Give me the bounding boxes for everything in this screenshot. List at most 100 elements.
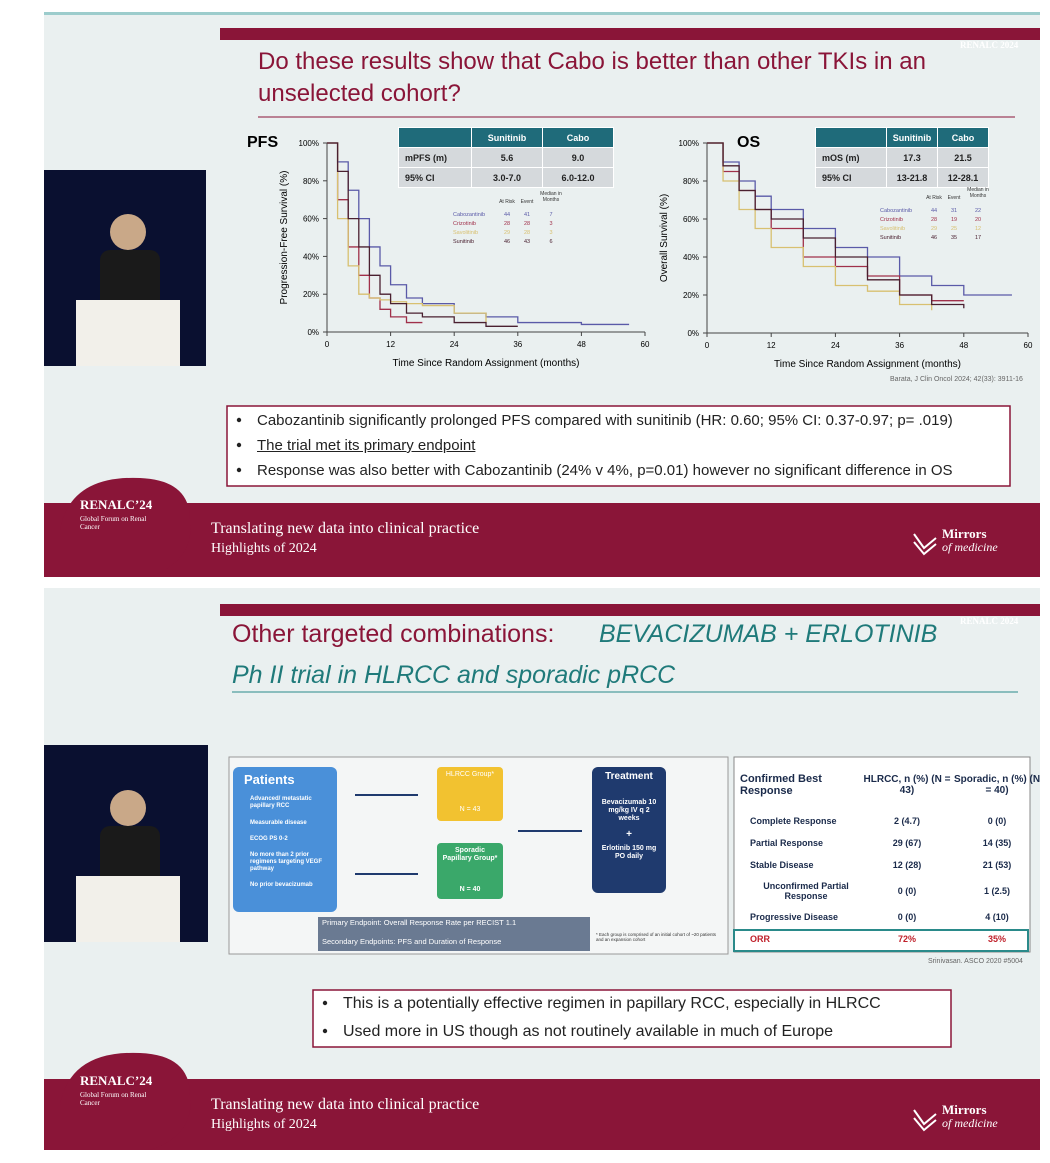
x-tick-label: 0 [325, 340, 330, 349]
risk-cell: 31 [950, 208, 958, 214]
footer-line: Translating new data into clinical pract… [211, 1096, 480, 1113]
legend-entry: Sunitinib [880, 235, 902, 241]
cell: 5.6 [471, 147, 543, 168]
cell: 21 (53) [982, 860, 1012, 870]
cell: Sporadic, n (%) (N = 40) [953, 774, 1041, 796]
cell: 21.5 [937, 147, 989, 168]
y-tick-label: 80% [303, 177, 319, 186]
cell: 29 (67) [892, 838, 922, 848]
risk-header: Event [947, 195, 961, 201]
cell: 9.0 [542, 147, 614, 168]
bullet-box [312, 989, 952, 1048]
subtitle: Ph II trial in HLRCC and sporadic pRCC [232, 661, 676, 689]
risk-header: At Risk [926, 195, 942, 201]
cell: 0 (0) [987, 816, 1007, 826]
cell: 14 (35) [982, 838, 1012, 848]
brand: RENALC’24 [80, 1073, 153, 1088]
footer-line: Highlights of 2024 [211, 1117, 317, 1132]
bullet-dot [322, 1028, 328, 1034]
group-n: N = 40 [459, 886, 481, 893]
forum: Global Forum on Renal Cancer [80, 515, 147, 532]
y-tick-label: 100% [679, 139, 699, 148]
risk-cell: 41 [523, 212, 531, 218]
logo: of medicine [942, 540, 998, 554]
y-tick-label: 0% [687, 329, 699, 338]
group-n: N = 43 [459, 806, 481, 813]
cell: Confirmed Best Response [740, 773, 822, 797]
risk-cell: 7 [549, 212, 553, 218]
x-tick-label: 24 [831, 341, 840, 350]
x-tick-label: 48 [577, 340, 586, 349]
criterion: No prior bevacizumab [250, 882, 313, 888]
km-curve [327, 142, 518, 327]
y-tick-label: 100% [299, 139, 319, 148]
stats-table: Sunitinib Cabo mPFS (m) 5.6 9.0 95% CI 3.0-7.0… [398, 127, 614, 188]
risk-cell: 46 [503, 239, 511, 245]
km-curve [327, 142, 423, 324]
footer-line: Translating new data into clinical pract… [211, 520, 480, 537]
badge: RENALC 2024 [960, 616, 1019, 626]
stats-table: Sunitinib Cabo mOS (m) 17.3 21.5 95% CI 13-21.… [815, 127, 989, 188]
forum: Global Forum on Renal Cancer [80, 1091, 147, 1108]
bullet-dot [236, 467, 242, 473]
citation: Srinivasan. ASCO 2020 #5004 [928, 958, 1023, 965]
km-curve [327, 142, 487, 323]
bullet: Used more in US though as not routinely … [343, 1023, 834, 1040]
x-axis-label: Time Since Random Assignment (months) [393, 358, 580, 369]
risk-cell: 3 [549, 230, 553, 236]
cell: 35% [987, 934, 1006, 944]
legend-entry: Cabozantinib [453, 212, 486, 218]
x-tick-label: 24 [450, 340, 459, 349]
cell: mPFS (m) [398, 147, 472, 168]
group: HLRCC Group* [445, 771, 495, 778]
cell: 4 (10) [985, 912, 1009, 922]
risk-cell: 44 [930, 208, 938, 214]
cell: 1 (2.5) [983, 886, 1010, 896]
y-tick-label: 0% [307, 328, 319, 337]
legend-entry: Savolitinib [880, 226, 906, 232]
cell: 12-28.1 [937, 167, 989, 188]
risk-cell: 46 [930, 235, 938, 241]
cell: ORR [750, 934, 770, 944]
y-tick-label: 40% [683, 253, 699, 262]
bullet-dot [322, 1000, 328, 1006]
plus: + [626, 829, 632, 840]
criterion: Measurable disease [250, 820, 307, 826]
logo-icon [913, 533, 937, 556]
cell: 17.3 [886, 147, 938, 168]
risk-cell: 12 [974, 226, 982, 232]
criterion: ECOG PS 0-2 [250, 836, 288, 842]
x-tick-label: 60 [1024, 341, 1033, 350]
x-tick-label: 36 [895, 341, 904, 350]
cell [398, 127, 472, 148]
x-tick-label: 12 [386, 340, 395, 349]
cell: 6.0-12.0 [542, 167, 614, 188]
cell: 72% [897, 934, 916, 944]
risk-header: Event [520, 199, 534, 205]
chart-label: PFS [247, 134, 278, 151]
legend-entry: Crizotinib [880, 217, 903, 223]
cell: 0 (0) [897, 912, 917, 922]
x-tick-label: 0 [705, 341, 710, 350]
x-tick-label: 48 [959, 341, 968, 350]
logo: Mirrors [942, 526, 987, 541]
cell: 2 (4.7) [893, 816, 920, 826]
y-axis-label: Progression-Free Survival (%) [279, 171, 290, 305]
risk-cell: 6 [549, 239, 553, 245]
logo-icon [913, 1109, 937, 1132]
cell: mOS (m) [815, 147, 887, 168]
cell: HLRCC, n (%) (N = 43) [863, 774, 951, 796]
risk-cell: 3 [549, 221, 553, 227]
cell: Sunitinib [471, 127, 543, 148]
cell: 12 (28) [892, 860, 922, 870]
title-emphasis: BEVACIZUMAB + ERLOTINIB [599, 620, 938, 648]
risk-cell: 28 [503, 221, 511, 227]
endpoint: Secondary Endpoints: PFS and Duration of… [322, 937, 502, 946]
y-axis-label: Overall Survival (%) [659, 194, 670, 282]
cell: Complete Response [750, 816, 837, 826]
bullet-dot [236, 442, 242, 448]
box-title: Patients [244, 772, 295, 787]
y-tick-label: 20% [683, 291, 699, 300]
bullet: The trial met its primary endpoint [257, 437, 476, 454]
